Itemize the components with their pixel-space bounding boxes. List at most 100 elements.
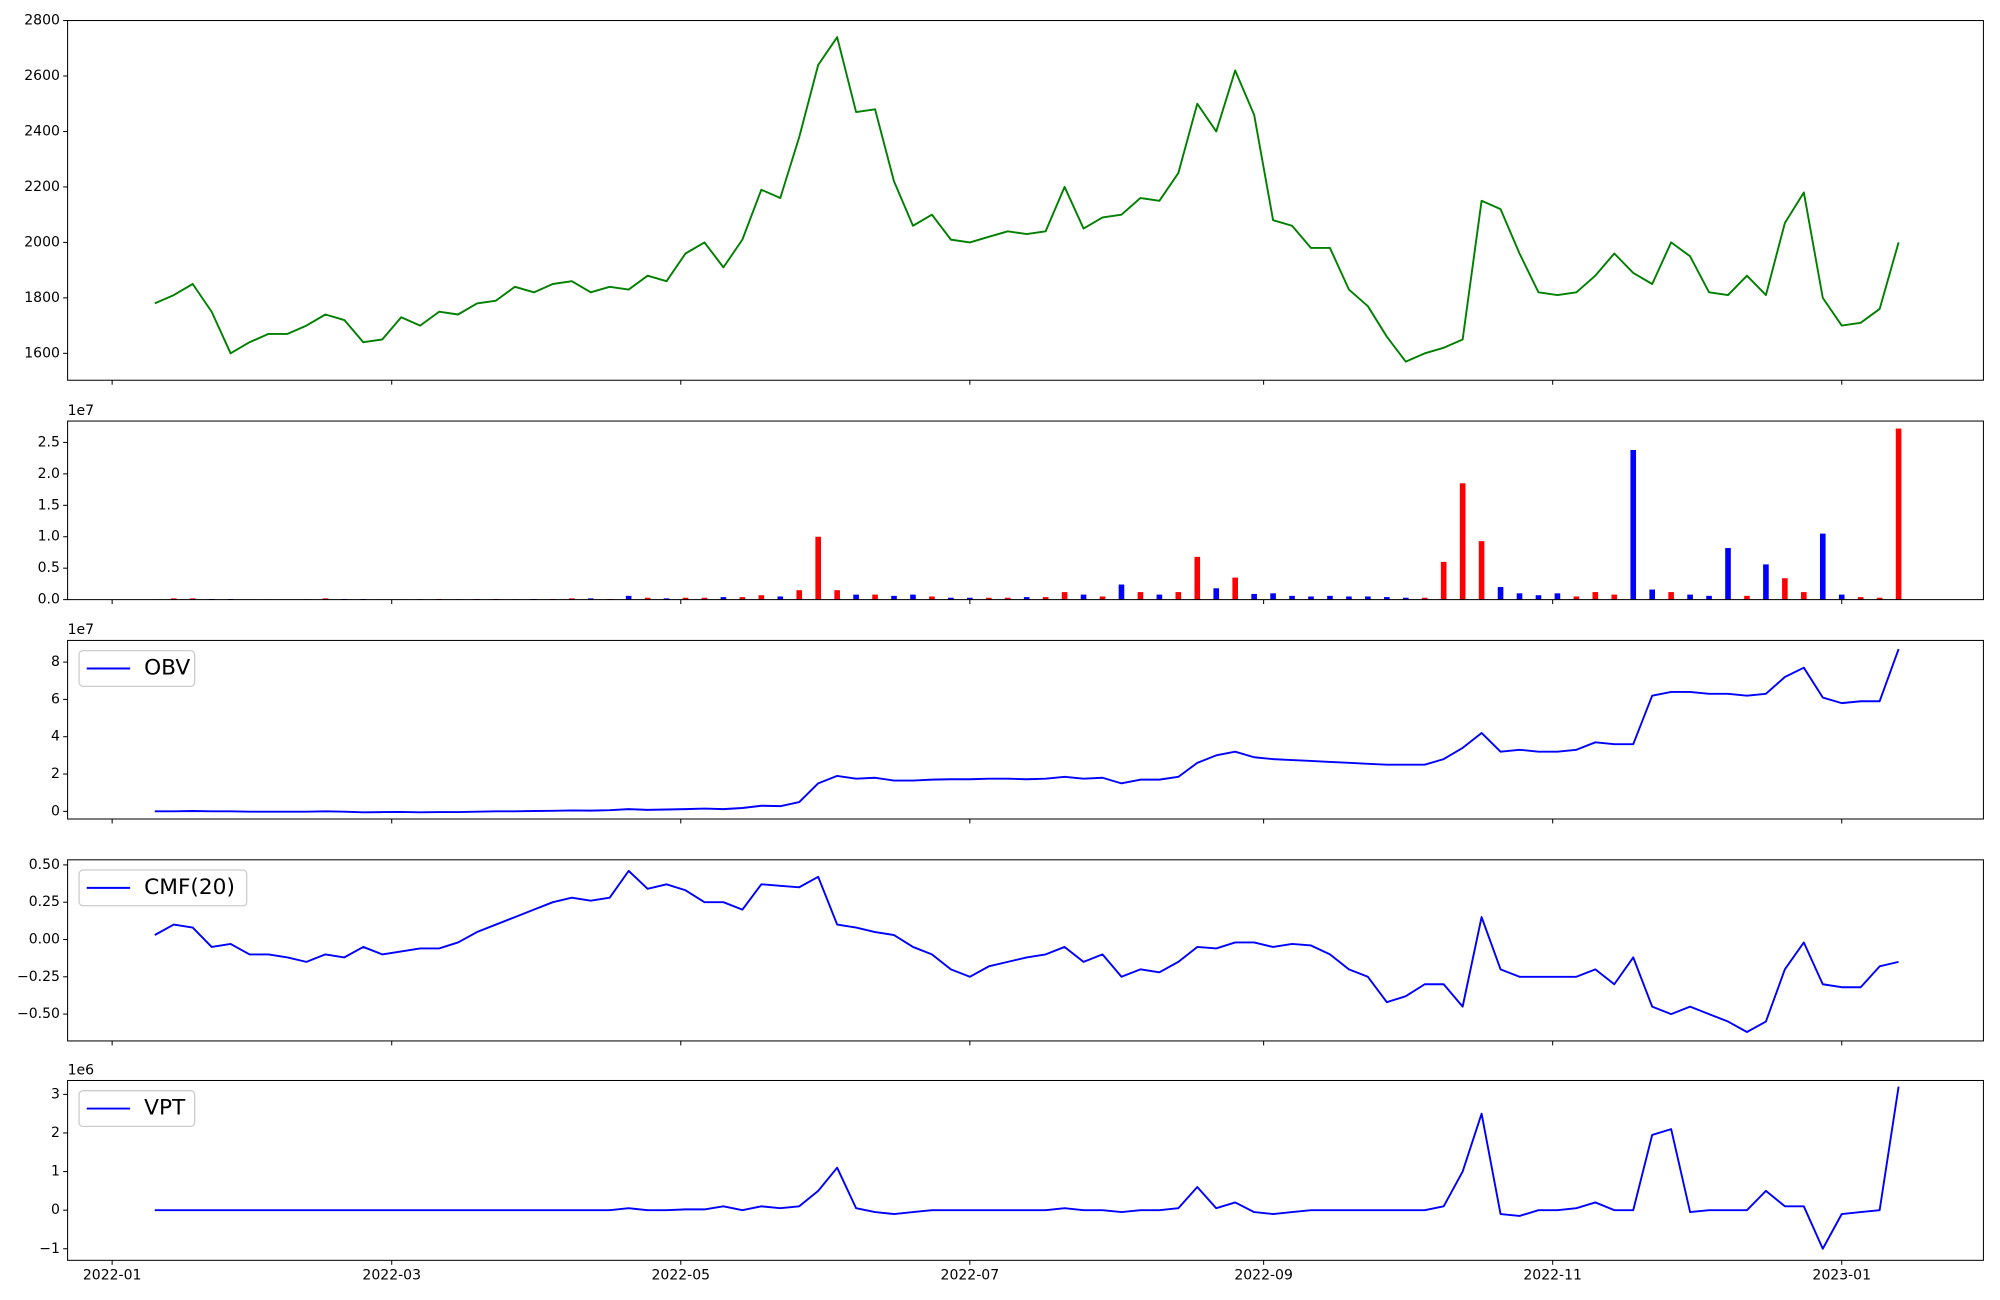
axes-frame xyxy=(67,639,1984,820)
legend-label: OBV xyxy=(144,655,190,680)
bar xyxy=(1763,564,1769,600)
bar xyxy=(1782,578,1788,600)
line-series xyxy=(154,648,1900,814)
bar xyxy=(1327,595,1333,600)
y-tick-label: 0.50 xyxy=(29,857,60,873)
legend-box xyxy=(78,650,196,687)
legend-box xyxy=(78,1090,196,1128)
bar xyxy=(663,598,670,600)
y-tick-label: 2200 xyxy=(24,179,60,195)
bar xyxy=(1876,597,1883,600)
bar xyxy=(929,596,935,600)
bar xyxy=(1175,592,1182,600)
legend-label: VPT xyxy=(144,1096,186,1121)
bar xyxy=(910,594,916,600)
y-tick-label: 0 xyxy=(51,1202,60,1218)
y-tick-label: 0.5 xyxy=(38,560,60,576)
bar xyxy=(1080,594,1087,600)
offset-text: 1e7 xyxy=(68,403,94,419)
bar xyxy=(1023,597,1030,600)
bar xyxy=(1573,596,1580,600)
y-tick-label: 2000 xyxy=(24,234,60,250)
bar xyxy=(1668,592,1674,600)
bar xyxy=(1554,593,1561,600)
bar xyxy=(587,598,594,600)
bar xyxy=(1421,597,1428,600)
axes-frame xyxy=(67,20,1984,381)
y-tick-label: 1600 xyxy=(24,345,60,361)
bar xyxy=(1099,596,1106,600)
line-series xyxy=(154,1086,1900,1250)
bar xyxy=(1725,548,1731,600)
bar xyxy=(189,598,196,600)
y-tick-label: 1 xyxy=(51,1164,60,1180)
x-tick-label: 2022-07 xyxy=(941,1268,1000,1284)
bar xyxy=(1838,594,1845,600)
offset-text: 1e7 xyxy=(68,622,94,638)
bar xyxy=(1459,483,1466,600)
bar xyxy=(948,597,954,600)
y-tick-label: 0.00 xyxy=(29,931,60,947)
bar xyxy=(815,536,822,600)
bar xyxy=(739,597,746,600)
bar xyxy=(1061,592,1068,600)
bar xyxy=(322,598,329,600)
bar xyxy=(1611,594,1618,600)
x-tick-label: 2022-03 xyxy=(362,1268,421,1284)
bar xyxy=(1156,594,1163,600)
bar xyxy=(625,595,632,600)
x-tick-label: 2022-11 xyxy=(1523,1268,1582,1284)
offset-text: 1e6 xyxy=(68,1062,95,1078)
legend-box xyxy=(78,869,248,907)
bar xyxy=(644,597,651,600)
bar xyxy=(1270,593,1276,600)
y-tick-label: 0 xyxy=(51,803,60,819)
bar xyxy=(1402,597,1409,600)
bar xyxy=(985,597,992,600)
bar xyxy=(1365,596,1371,600)
bar xyxy=(1384,597,1390,600)
bar xyxy=(1649,589,1655,600)
y-tick-label: 1.0 xyxy=(38,529,60,545)
bar xyxy=(872,594,878,600)
bar xyxy=(1232,577,1238,600)
y-tick-label: −1 xyxy=(39,1241,60,1257)
bar xyxy=(1478,541,1485,600)
y-tick-label: 2.0 xyxy=(38,466,60,482)
y-tick-label: 8 xyxy=(51,654,60,670)
x-tick-label: 2022-05 xyxy=(651,1268,710,1284)
bar xyxy=(1801,592,1807,600)
axes-frame xyxy=(67,859,1984,1042)
y-tick-label: 1800 xyxy=(24,290,60,306)
bar xyxy=(891,595,897,600)
bar xyxy=(1857,597,1864,600)
y-tick-label: −0.25 xyxy=(17,969,60,985)
line-series xyxy=(154,869,1899,1033)
bar xyxy=(1592,592,1599,600)
bar xyxy=(1042,597,1049,600)
bar xyxy=(170,598,177,600)
bar xyxy=(720,597,727,600)
x-tick-label: 2022-09 xyxy=(1234,1268,1293,1284)
bar xyxy=(1497,587,1504,600)
line-series xyxy=(154,36,1900,363)
y-tick-label: 2.5 xyxy=(38,434,60,450)
axes-frame xyxy=(67,420,1984,601)
bar xyxy=(1706,595,1712,600)
bar xyxy=(1137,592,1144,600)
bar xyxy=(1819,533,1826,600)
bar xyxy=(777,596,784,600)
bar xyxy=(1118,584,1125,600)
bar xyxy=(967,597,973,600)
bar xyxy=(1687,594,1693,600)
bar xyxy=(758,595,765,600)
bar xyxy=(1516,593,1523,600)
y-tick-label: 4 xyxy=(51,729,60,745)
y-tick-label: 3 xyxy=(51,1086,60,1102)
y-tick-label: −0.50 xyxy=(17,1006,60,1022)
bar xyxy=(1346,596,1352,600)
bar xyxy=(1213,588,1220,600)
bar xyxy=(1251,593,1257,600)
bar xyxy=(1004,597,1011,600)
